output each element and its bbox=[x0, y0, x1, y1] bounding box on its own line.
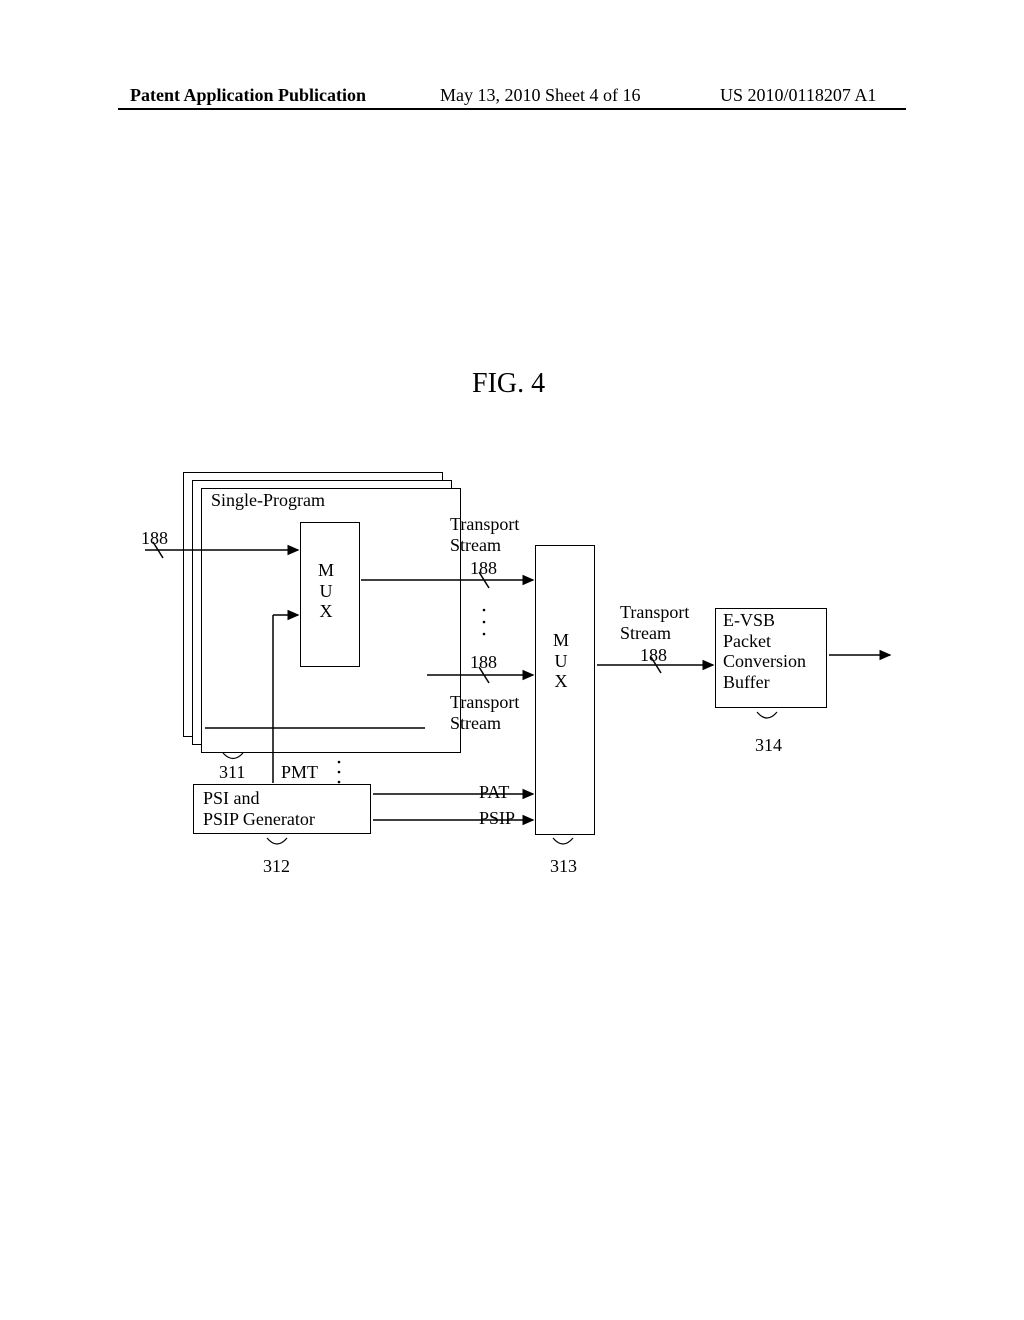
header-right: US 2010/0118207 A1 bbox=[720, 85, 876, 106]
figure-title: FIG. 4 bbox=[472, 368, 545, 400]
diagram-fig4: Single-Program M U X 188 PSI and PSIP Ge… bbox=[145, 460, 905, 860]
psip-label: PSIP bbox=[479, 808, 515, 829]
header-center: May 13, 2010 Sheet 4 of 16 bbox=[440, 85, 640, 106]
pat-label: PAT bbox=[479, 782, 509, 803]
pmt-label: PMT bbox=[281, 762, 318, 783]
input-188: 188 bbox=[141, 528, 168, 549]
ts-out-label: Transport Stream bbox=[620, 602, 689, 643]
ts1-188: 188 bbox=[470, 558, 497, 579]
single-program-title: Single-Program bbox=[211, 490, 325, 511]
psi-generator-label: PSI and PSIP Generator bbox=[203, 788, 315, 829]
mux2-label: M U X bbox=[553, 630, 569, 692]
ref-311: 311 bbox=[219, 762, 245, 783]
ts2-label: Transport Stream bbox=[450, 692, 519, 733]
header-left: Patent Application Publication bbox=[130, 85, 366, 106]
mid-188: 188 bbox=[470, 652, 497, 673]
ref-313: 313 bbox=[550, 856, 577, 877]
ts1-label: Transport Stream bbox=[450, 514, 519, 555]
mux1-label: M U X bbox=[318, 560, 334, 622]
ts-out-188: 188 bbox=[640, 645, 667, 666]
header-rule bbox=[118, 108, 906, 110]
ref-314: 314 bbox=[755, 735, 782, 756]
ref-312: 312 bbox=[263, 856, 290, 877]
evsb-label: E-VSB Packet Conversion Buffer bbox=[723, 610, 806, 693]
